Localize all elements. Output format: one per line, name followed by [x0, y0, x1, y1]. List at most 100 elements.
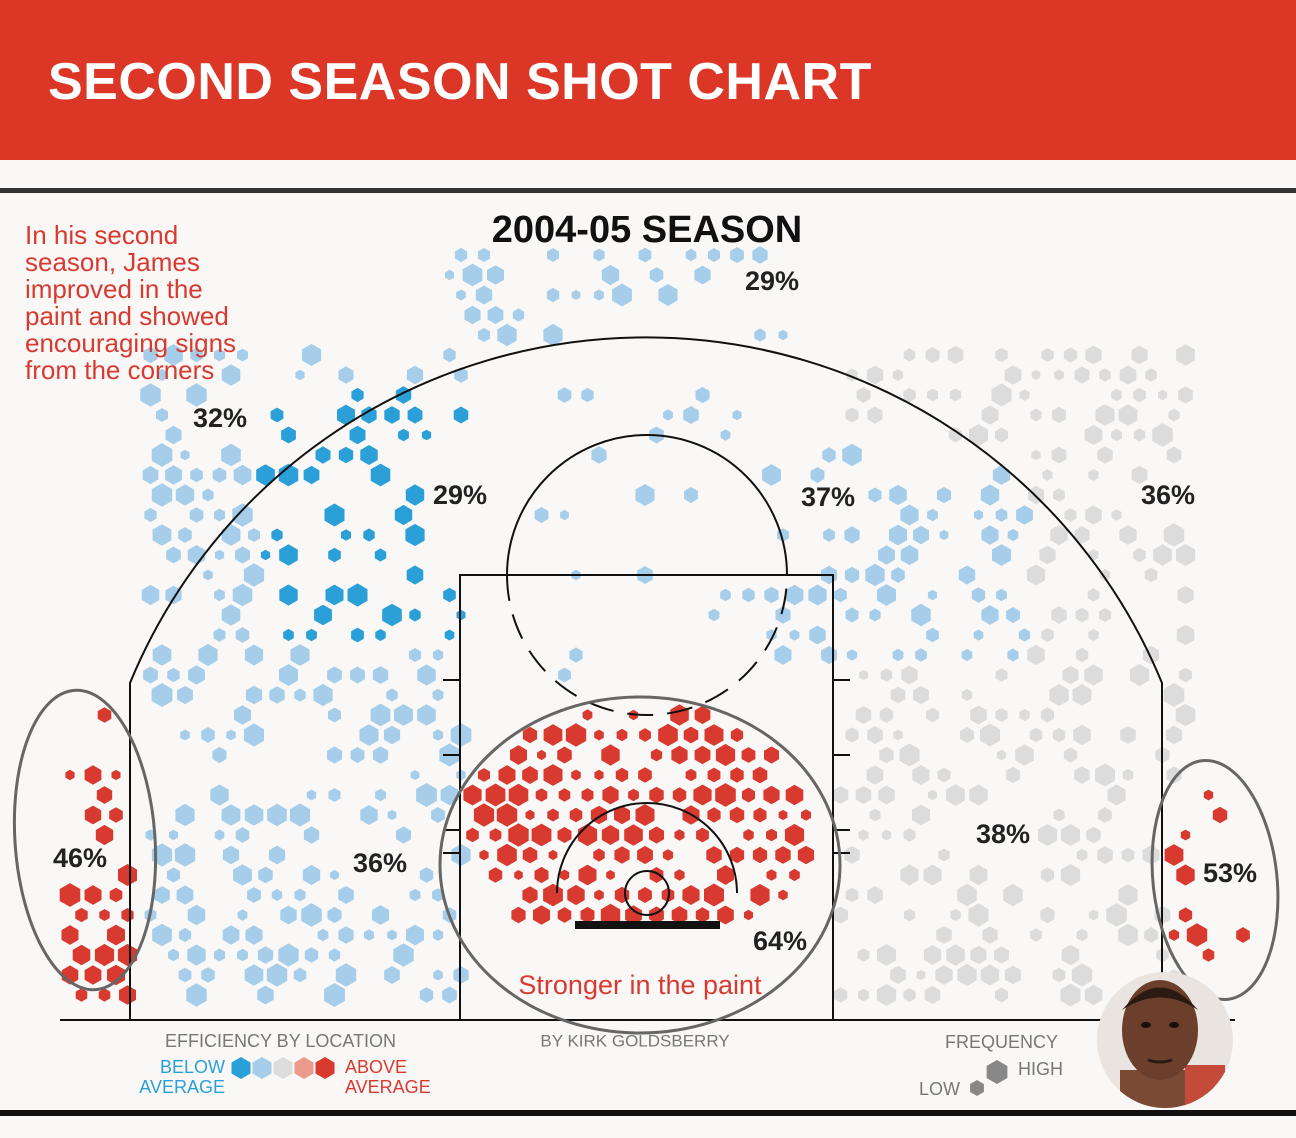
hex [244, 804, 264, 826]
callout-rings [12, 688, 1280, 1035]
hex [511, 906, 526, 924]
hex [248, 528, 260, 542]
hex [992, 544, 1011, 566]
hex [394, 504, 413, 526]
zone-label: 29% [745, 266, 799, 296]
hex [1031, 449, 1041, 461]
hex [980, 484, 1000, 506]
hex [221, 443, 241, 467]
hex [510, 745, 527, 765]
hex [409, 608, 421, 622]
hex [706, 846, 722, 864]
hex [295, 369, 305, 381]
hex [594, 289, 604, 301]
hex [65, 769, 75, 781]
hex [372, 666, 389, 684]
hex [1052, 967, 1066, 983]
hex [156, 408, 168, 422]
hex [359, 724, 379, 746]
hex [432, 888, 444, 902]
hex [695, 907, 710, 923]
zone-label: 53% [1203, 858, 1257, 888]
hex [1006, 607, 1020, 623]
hex [464, 305, 481, 325]
hex [778, 809, 788, 821]
hex [221, 804, 241, 826]
hex [650, 748, 663, 762]
hex [879, 707, 894, 723]
hex [178, 527, 192, 543]
hex [995, 708, 1008, 722]
hex [890, 686, 906, 704]
hex [1019, 389, 1030, 401]
hex [1084, 424, 1103, 446]
hex [143, 666, 158, 684]
hex [683, 406, 699, 424]
hex [889, 484, 907, 506]
hex [454, 247, 468, 263]
hex [912, 765, 930, 785]
hex [614, 846, 630, 864]
hex [970, 945, 987, 965]
hex [1119, 525, 1137, 545]
hex [1018, 628, 1031, 642]
hex [371, 905, 390, 925]
hex [981, 605, 999, 625]
hex [1061, 824, 1080, 846]
hex [924, 986, 941, 1004]
hex [694, 745, 711, 765]
hex [417, 704, 436, 726]
hex [606, 870, 615, 880]
hex [1118, 923, 1138, 947]
hex [1040, 707, 1055, 723]
hex [1111, 388, 1122, 402]
legend-size [970, 1080, 984, 1096]
hex [616, 728, 628, 742]
hex [302, 864, 321, 886]
hex [512, 308, 525, 322]
hex [778, 329, 788, 341]
portrait [1097, 972, 1233, 1108]
hex [257, 946, 274, 964]
hex [694, 705, 711, 725]
hex [845, 727, 859, 743]
hex [1175, 703, 1196, 727]
hex [177, 685, 193, 705]
hex [892, 369, 904, 381]
hex [1175, 543, 1196, 567]
note-line: paint and showed [25, 301, 229, 331]
hex [1202, 948, 1215, 962]
hex [393, 943, 414, 967]
hex [753, 807, 767, 823]
hex [84, 765, 102, 785]
hex [313, 683, 333, 707]
hex [923, 864, 942, 886]
hex [638, 767, 652, 783]
hex [947, 346, 964, 364]
hex [398, 428, 409, 442]
hex [893, 729, 903, 741]
hex [833, 987, 848, 1003]
hex [328, 547, 341, 563]
hex [881, 829, 892, 841]
hex [1084, 664, 1103, 686]
hex [1084, 984, 1103, 1006]
hex [1050, 524, 1068, 546]
hex [477, 327, 491, 343]
hex [601, 825, 620, 845]
hex [764, 746, 779, 764]
hex [433, 969, 443, 981]
hex [268, 845, 286, 865]
hex [1178, 386, 1193, 404]
legend-swatch [273, 1057, 293, 1079]
hex [141, 584, 160, 606]
hex [778, 889, 788, 901]
hex [784, 823, 805, 847]
hex [1041, 627, 1054, 643]
hex [522, 886, 538, 904]
hex [1053, 808, 1065, 822]
hex [187, 944, 206, 966]
hex [1073, 724, 1091, 746]
hex [856, 387, 871, 403]
